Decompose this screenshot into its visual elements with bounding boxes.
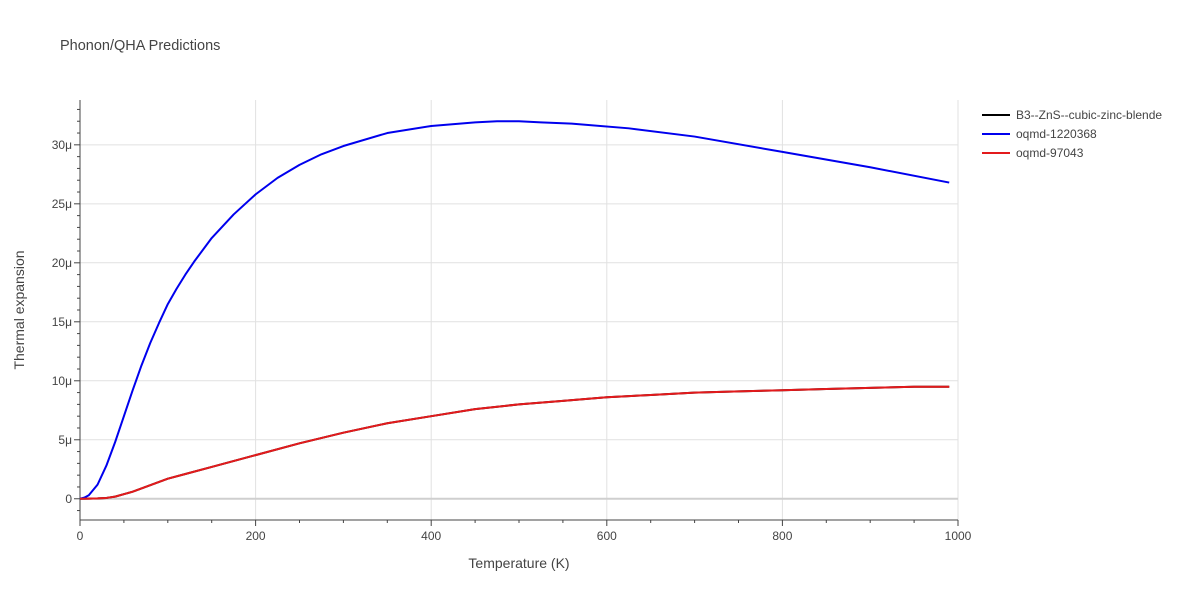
- series-line-b3-zns-cubic-zinc-blende: [79, 385, 950, 500]
- x-tick-label: 1000: [945, 529, 972, 543]
- x-axis-title: Temperature (K): [468, 555, 569, 571]
- x-tick-label: 200: [246, 529, 266, 543]
- legend-item-oqmd-97043[interactable]: oqmd-97043: [982, 146, 1084, 160]
- series-layer: [79, 120, 950, 500]
- y-tick-label: 20μ: [52, 256, 72, 270]
- axis-layer: 0 200 400 600 800 1000 0 5μ 10μ 15μ 20μ 25μ 30μ: [52, 100, 972, 543]
- legend-item-oqmd-1220368[interactable]: oqmd-1220368: [982, 127, 1097, 141]
- y-axis-title: Thermal expansion: [11, 250, 27, 369]
- grid-layer: [80, 100, 959, 520]
- y-tick-label: 5μ: [58, 433, 72, 447]
- legend-label: oqmd-97043: [1016, 146, 1084, 160]
- x-tick-label: 0: [77, 529, 84, 543]
- legend[interactable]: B3--ZnS--cubic-zinc-blende oqmd-1220368 oq…: [982, 108, 1162, 160]
- y-tick-label: 30μ: [52, 138, 72, 152]
- x-tick-label: 400: [421, 529, 441, 543]
- series-line-oqmd-1220368: [79, 120, 950, 500]
- x-tick-label: 800: [772, 529, 792, 543]
- y-tick-label: 15μ: [52, 315, 72, 329]
- series-line-oqmd-97043: [79, 385, 950, 500]
- legend-label: oqmd-1220368: [1016, 127, 1097, 141]
- y-tick-label: 25μ: [52, 197, 72, 211]
- y-tick-label: 10μ: [52, 374, 72, 388]
- y-tick-label: 0: [65, 492, 72, 506]
- chart-title: Phonon/QHA Predictions: [60, 38, 220, 54]
- legend-item-b3-zns-cubic-zinc-blende[interactable]: B3--ZnS--cubic-zinc-blende: [982, 108, 1162, 122]
- legend-label: B3--ZnS--cubic-zinc-blende: [1016, 108, 1162, 122]
- x-tick-label: 600: [597, 529, 617, 543]
